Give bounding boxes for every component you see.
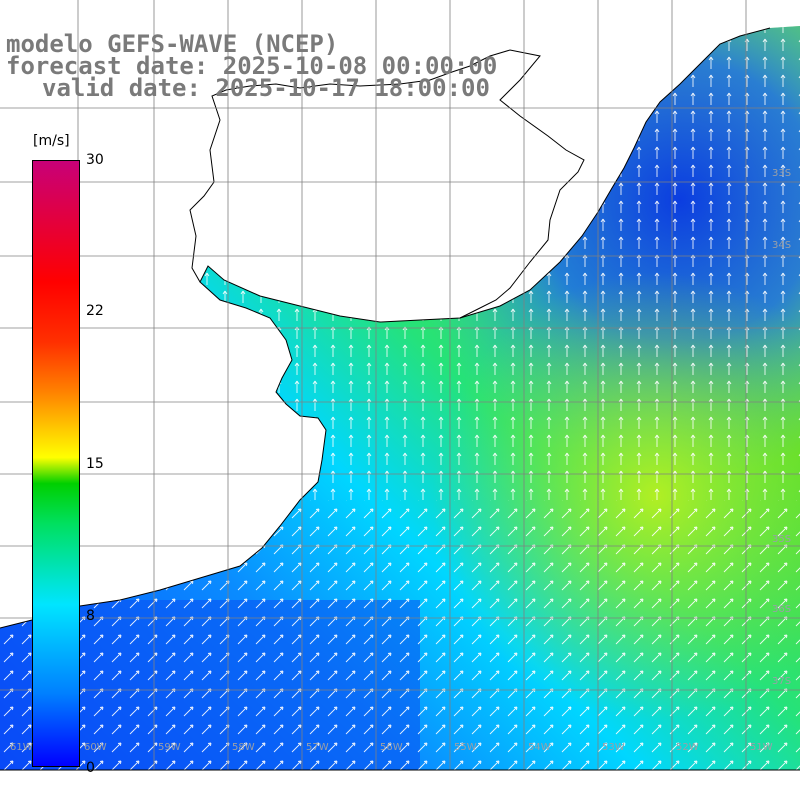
lat-label-33s: 33S (772, 168, 792, 179)
colorbar-tick-30: 30 (86, 152, 104, 168)
forecast-date: forecast date: 2025-10-08 00:00:00 (6, 52, 498, 80)
lon-label-53w: 53W (602, 742, 625, 753)
lon-label-59w: 59W (158, 742, 181, 753)
graticule (0, 0, 800, 770)
colorbar-unit: [m/s] (33, 133, 70, 149)
lon-label-56w: 56W (380, 742, 403, 753)
lon-label-52w: 52W (676, 742, 699, 753)
colorbar (32, 160, 80, 767)
lon-label-55w: 55W (454, 742, 477, 753)
lat-label-35s: 35S (772, 534, 792, 545)
river-border (189, 49, 585, 319)
lon-label-60w: 60W (84, 742, 107, 753)
colorbar-tick-22: 22 (86, 303, 104, 319)
lon-label-61w: 61W (10, 742, 33, 753)
valid-date: valid date: 2025-10-17 18:00:00 (42, 74, 490, 102)
colorbar-tick-8: 8 (86, 608, 95, 624)
lon-label-57w: 57W (306, 742, 329, 753)
lat-label-34s: 34S (772, 240, 792, 251)
model-title: modelo GEFS-WAVE (NCEP) (6, 30, 339, 58)
lon-label-54w: 54W (528, 742, 551, 753)
lon-label-58w: 58W (232, 742, 255, 753)
colorbar-tick-0: 0 (86, 760, 95, 776)
colorbar-tick-15: 15 (86, 456, 104, 472)
lon-label-51w: 51W (750, 742, 773, 753)
lat-label-37s: 37S (772, 676, 792, 687)
lat-label-36s: 36S (772, 604, 792, 615)
